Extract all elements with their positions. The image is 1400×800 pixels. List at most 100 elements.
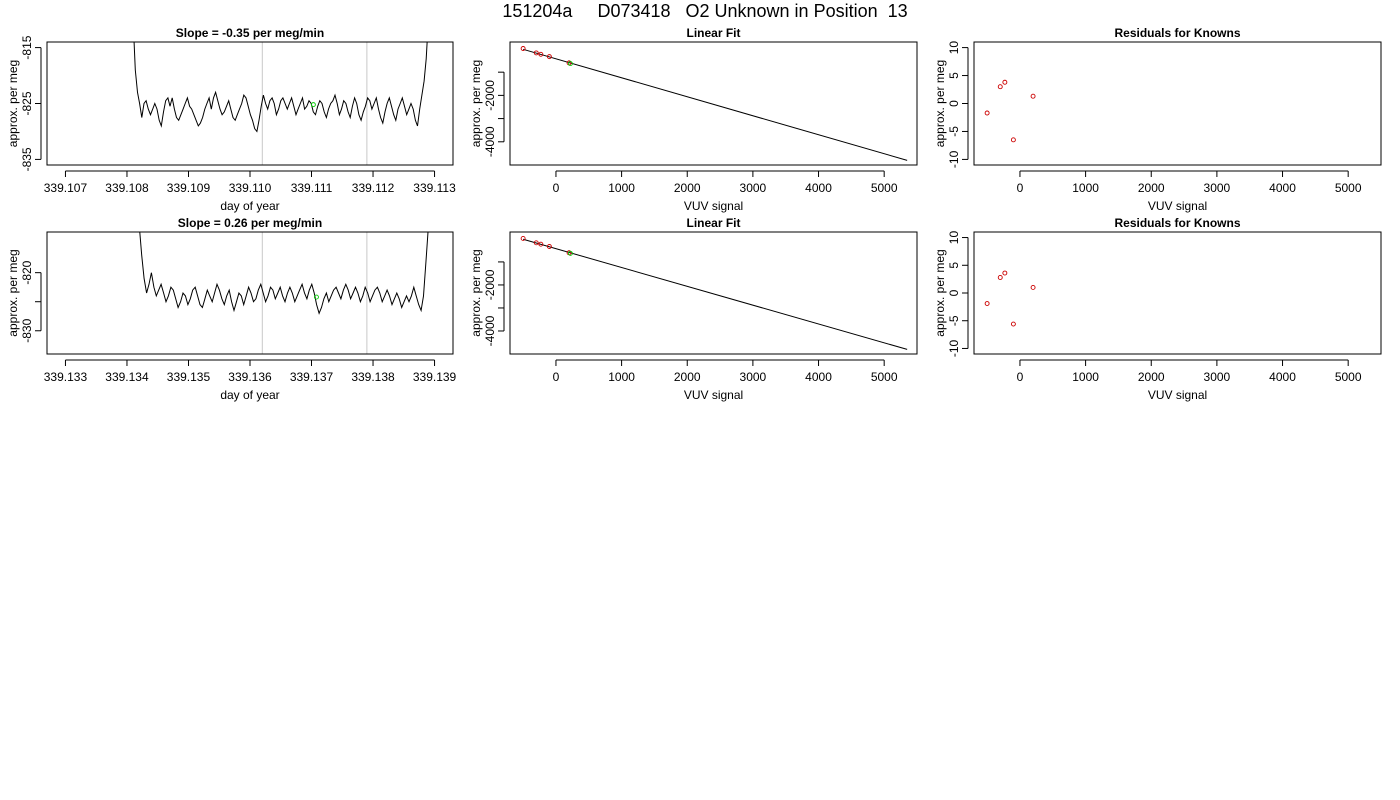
x-tick-label: 339.112 (352, 181, 395, 195)
x-axis: 0 1000 2000 3000 4000 5000 VUV signal (553, 359, 898, 402)
x-axis-label: VUV signal (684, 388, 743, 402)
data-point (538, 51, 544, 57)
data-point (1030, 285, 1036, 290)
y-tick-label: -825 (20, 91, 34, 115)
series-line (133, 42, 428, 133)
x-tick-label: 0 (1017, 370, 1024, 384)
x-axis-label: day of year (220, 199, 279, 213)
x-tick-label: 339.139 (413, 370, 457, 384)
x-tick-label: 339.136 (228, 370, 272, 384)
data-point (997, 275, 1003, 280)
data-point (1002, 270, 1008, 276)
x-axis: 339.133 339.134 339.135 339.136 339.137 339.1… (44, 359, 457, 402)
x-tick-label: 1000 (1072, 181, 1099, 195)
x-axis-label: day of year (220, 388, 279, 402)
plot-frame (46, 231, 454, 355)
x-tick-label: 3000 (740, 370, 767, 384)
y-axis-label: approx. per meg (6, 60, 20, 147)
panel-title: Residuals for Knowns (1114, 26, 1240, 40)
fit-line (522, 238, 908, 350)
x-tick-label: 339.108 (105, 181, 149, 195)
main-title: 151204a D073418 O2 Unknown in Position 1… (502, 1, 908, 21)
panel-title: Residuals for Knowns (1114, 216, 1240, 230)
data-point (997, 84, 1003, 90)
plot-area (520, 46, 908, 161)
x-tick-label: 1000 (608, 370, 635, 384)
x-tick-label: 0 (553, 181, 560, 195)
data-point (520, 46, 526, 51)
y-tick-label: -4000 (483, 126, 497, 157)
y-tick-label: 0 (947, 100, 961, 107)
y-tick-label: -10 (947, 150, 961, 168)
x-tick-label: 5000 (871, 181, 898, 195)
panel-fit1: Linear Fit 0 1000 2000 3000 4000 5000 VUV signa… (469, 26, 918, 213)
plot-area (139, 232, 429, 354)
plot-frame (973, 41, 1382, 166)
panel-title: Slope = 0.26 per meg/min (178, 216, 322, 230)
y-axis-label: approx. per meg (469, 249, 483, 336)
x-tick-label: 5000 (1335, 181, 1362, 195)
data-point (1010, 137, 1016, 143)
x-axis-label: VUV signal (1148, 199, 1207, 213)
highlight-point (313, 294, 319, 300)
x-tick-label: 339.111 (291, 181, 333, 195)
highlight-point (310, 102, 316, 108)
x-axis: 339.107 339.108 339.109 339.110 339.111 339.1… (44, 170, 456, 213)
data-point (533, 50, 539, 56)
highlight-point (567, 61, 573, 67)
data-point (984, 301, 990, 306)
x-tick-label: 1000 (1072, 370, 1099, 384)
panel-title: Linear Fit (686, 216, 740, 230)
data-point (1010, 321, 1016, 327)
y-axis-label: approx. per meg (933, 249, 947, 336)
plot-frame (46, 41, 454, 166)
x-tick-label: 339.133 (44, 370, 88, 384)
x-tick-label: 3000 (740, 181, 767, 195)
x-tick-label: 1000 (608, 181, 635, 195)
x-tick-label: 0 (553, 370, 560, 384)
y-tick-label: -2000 (483, 80, 497, 111)
x-tick-label: 2000 (1138, 181, 1165, 195)
y-tick-label: 5 (947, 262, 961, 269)
y-tick-label: 10 (947, 41, 961, 55)
y-tick-label: 0 (947, 289, 961, 296)
data-point (546, 54, 552, 60)
y-axis-label: approx. per meg (933, 60, 947, 147)
y-tick-label: 10 (947, 231, 961, 245)
plot-area (984, 270, 1036, 327)
data-point (520, 235, 526, 241)
plot-area (133, 42, 428, 165)
x-axis: 0 1000 2000 3000 4000 5000 VUV signal (1017, 170, 1362, 213)
x-tick-label: 339.109 (167, 181, 211, 195)
x-tick-label: 4000 (1269, 181, 1296, 195)
y-axis-label: approx. per meg (469, 60, 483, 147)
x-tick-label: 3000 (1204, 370, 1231, 384)
data-point (546, 244, 552, 249)
y-tick-label: -10 (947, 339, 961, 357)
x-axis: 0 1000 2000 3000 4000 5000 VUV signal (1017, 359, 1362, 402)
plot-frame (973, 231, 1382, 355)
highlight-point (567, 250, 573, 256)
x-tick-label: 2000 (674, 370, 701, 384)
x-tick-label: 4000 (805, 181, 832, 195)
x-tick-label: 339.135 (167, 370, 211, 384)
y-axis-label: approx. per meg (6, 249, 20, 336)
fit-line (522, 48, 908, 161)
x-tick-label: 2000 (1138, 370, 1165, 384)
data-point (538, 241, 544, 247)
x-axis-label: VUV signal (684, 199, 743, 213)
y-tick-label: -830 (20, 318, 34, 342)
data-point (984, 110, 990, 116)
plot-frame (509, 231, 918, 355)
y-tick-label: -2000 (483, 269, 497, 300)
x-tick-label: 0 (1017, 181, 1024, 195)
x-tick-label: 4000 (805, 370, 832, 384)
y-tick-label: -4000 (483, 315, 497, 346)
panel-title: Linear Fit (686, 26, 740, 40)
